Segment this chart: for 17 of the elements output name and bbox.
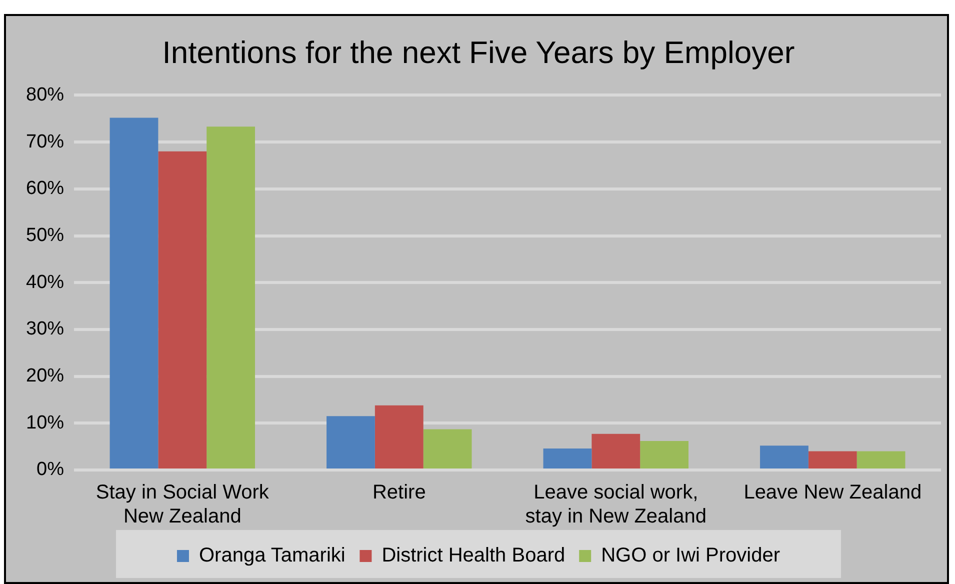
- y-tick-label: 10%: [26, 412, 64, 434]
- x-tick-label: Leave New Zealand: [744, 482, 922, 504]
- y-tick-label: 40%: [26, 272, 64, 293]
- legend-label: District Health Board: [382, 544, 566, 567]
- y-tick-label: 70%: [26, 131, 64, 152]
- y-tick-label: 80%: [26, 84, 64, 106]
- x-tick-label: Retire: [372, 482, 426, 504]
- y-tick-label: 30%: [26, 318, 64, 340]
- x-tick-label: Stay in Social Work New Zealand: [96, 482, 270, 528]
- y-tick-label: 0%: [36, 459, 64, 480]
- legend-label: NGO or Iwi Provider: [601, 544, 780, 567]
- legend-label: Oranga Tamariki: [198, 544, 346, 567]
- x-tick-label: Leave social work, stay in New Zealand: [525, 482, 706, 528]
- y-tick-label: 50%: [26, 224, 64, 246]
- chart-title: Intentions for the next Five Years by Employer: [162, 35, 795, 70]
- y-tick-label: 20%: [26, 366, 64, 387]
- y-tick-label: 60%: [26, 178, 64, 200]
